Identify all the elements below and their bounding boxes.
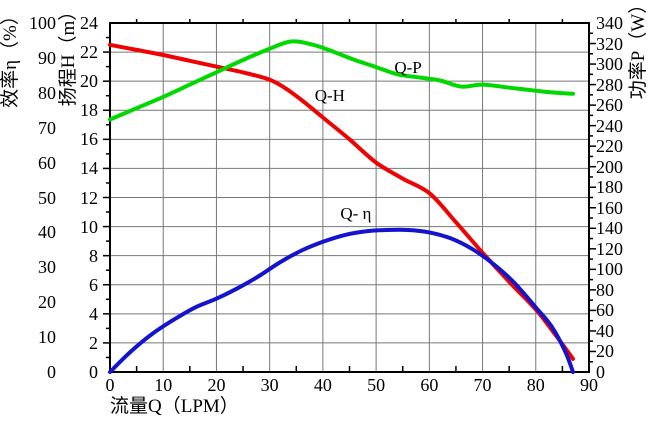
power-tick-label: 20 (596, 341, 614, 362)
power-tick-label: 60 (596, 300, 614, 321)
head-tick-label: 12 (80, 187, 98, 208)
power-tick-label: 200 (596, 156, 623, 177)
efficiency-tick-label: 90 (38, 47, 56, 68)
power-tick-label: 40 (596, 320, 614, 341)
curve-label-qeta: Q- η (340, 203, 372, 223)
head-tick-label: 14 (80, 158, 98, 179)
curve-q-η (108, 227, 575, 374)
power-tick-label: 160 (596, 197, 623, 218)
efficiency-tick-label: 0 (47, 362, 56, 382)
efficiency-tick-label: 30 (38, 257, 56, 278)
head-tick-label: 6 (89, 274, 98, 295)
efficiency-tick-label: 70 (38, 117, 56, 138)
power-tick-label: 100 (596, 259, 623, 280)
head-tick-label: 20 (80, 71, 98, 92)
power-tick-label: 340 (596, 13, 623, 33)
curve-label-qp: Q-P (394, 58, 422, 78)
power-tick-label: 240 (596, 115, 623, 136)
x-tick-label: 80 (526, 375, 545, 395)
power-tick-label: 260 (596, 95, 623, 116)
head-tick-label: 8 (89, 245, 98, 266)
efficiency-tick-label: 50 (38, 187, 56, 208)
head-tick-label: 0 (89, 362, 98, 382)
head-tick-label: 22 (80, 42, 98, 63)
power-tick-label: 220 (596, 136, 623, 157)
efficiency-tick-label: 40 (38, 222, 56, 243)
efficiency-tick-label: 60 (38, 152, 56, 173)
x-tick-label: 0 (105, 375, 115, 395)
efficiency-tick-label: 20 (38, 292, 56, 313)
efficiency-tick-label: 100 (29, 13, 56, 33)
head-tick-label: 10 (80, 216, 98, 237)
head-tick-label: 24 (80, 13, 98, 33)
x-tick-label: 30 (260, 375, 279, 395)
head-tick-label: 2 (89, 332, 98, 353)
efficiency-tick-label: 10 (38, 327, 56, 348)
power-tick-label: 80 (596, 279, 614, 300)
x-tick-label: 90 (580, 375, 598, 395)
power-tick-label: 180 (596, 177, 623, 198)
power-tick-label: 140 (596, 218, 623, 239)
curve-label-qh: Q-H (314, 85, 345, 105)
x-tick-label: 70 (473, 375, 492, 395)
head-tick-label: 18 (80, 100, 98, 121)
power-tick-label: 300 (596, 54, 623, 75)
x-tick-label: 50 (367, 375, 386, 395)
curve-q-h (108, 42, 575, 361)
head-tick-label: 4 (89, 303, 98, 324)
curve-q-p (108, 39, 575, 122)
x-tick-label: 20 (207, 375, 226, 395)
power-tick-label: 280 (596, 74, 623, 95)
power-tick-label: 120 (596, 238, 623, 259)
power-tick-label: 320 (596, 33, 623, 54)
x-tick-label: 60 (420, 375, 439, 395)
x-tick-label: 40 (313, 375, 332, 395)
head-tick-label: 16 (80, 129, 98, 150)
power-tick-label: 0 (596, 362, 605, 382)
x-axis-title: 流量Q（LPM） (110, 396, 239, 417)
x-tick-label: 10 (154, 375, 173, 395)
efficiency-tick-label: 80 (38, 82, 56, 103)
